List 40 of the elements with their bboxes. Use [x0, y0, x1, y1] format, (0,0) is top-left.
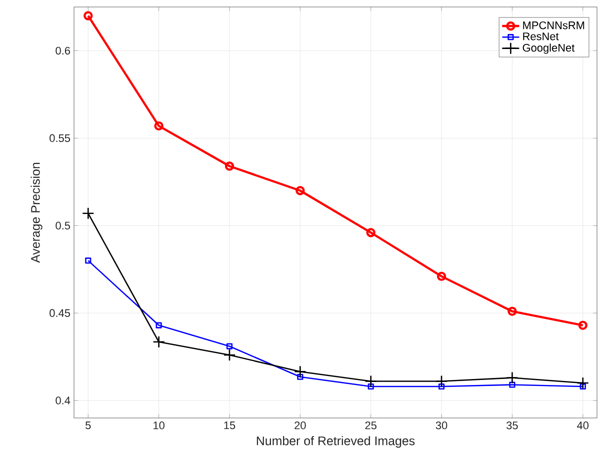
point — [152, 336, 165, 348]
point — [368, 383, 374, 390]
point — [294, 365, 306, 378]
point — [435, 375, 448, 388]
x-axis-title: Number of Retrieved Images — [256, 436, 415, 448]
point — [226, 343, 233, 350]
point — [366, 228, 376, 238]
x-tick-label: 15 — [224, 422, 236, 430]
point — [506, 372, 518, 384]
x-tick-label: 30 — [436, 422, 448, 430]
point — [509, 382, 516, 388]
point — [364, 375, 377, 388]
y-tick-label: 0.4 — [56, 396, 70, 404]
legend-label: ResNet — [523, 32, 559, 40]
point — [297, 374, 304, 380]
x-tick-label: 35 — [506, 422, 518, 430]
point — [224, 162, 234, 171]
x-tick-label: 5 — [86, 422, 91, 430]
legend-label: GoogleNet — [522, 44, 575, 54]
point — [82, 207, 94, 220]
point — [85, 258, 92, 264]
point — [576, 376, 590, 390]
point — [438, 383, 445, 390]
point — [223, 348, 236, 362]
point — [156, 322, 162, 328]
y-tick-label: 0.55 — [50, 134, 70, 142]
x-tick-label: 40 — [577, 422, 589, 430]
point — [436, 272, 446, 281]
x-tick-label: 20 — [294, 422, 306, 430]
point — [296, 186, 305, 196]
point — [580, 383, 586, 390]
legend-label: MPCNNsRM — [523, 21, 584, 30]
point — [508, 306, 517, 316]
y-tick-label: 0.45 — [50, 309, 70, 317]
y-tick-label: 0.5 — [56, 222, 70, 230]
x-tick-label: 25 — [365, 422, 376, 430]
y-tick-label: 0.6 — [56, 46, 70, 55]
x-tick-label: 10 — [154, 422, 164, 430]
point — [154, 121, 164, 131]
y-axis-title: Average Precision — [30, 162, 42, 263]
